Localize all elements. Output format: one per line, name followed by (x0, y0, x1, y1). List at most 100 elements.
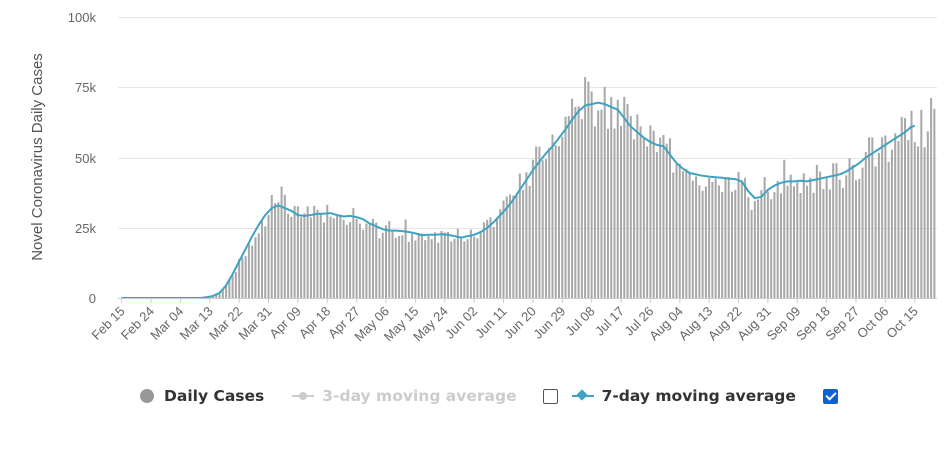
daily-cases-bar (629, 115, 632, 299)
daily-cases-bar (616, 99, 619, 298)
daily-cases-bar (538, 146, 541, 298)
daily-cases-bar (884, 135, 887, 298)
daily-cases-bar (499, 209, 502, 298)
daily-cases-bar (639, 126, 642, 298)
daily-cases-bar (773, 192, 776, 298)
daily-cases-bar (593, 126, 596, 298)
daily-cases-bar (610, 97, 613, 298)
daily-cases-bar (766, 191, 769, 298)
daily-cases-bar (306, 206, 309, 298)
daily-cases-bar (349, 221, 352, 298)
daily-cases-bar (267, 215, 270, 298)
daily-cases-bar (427, 235, 430, 298)
daily-cases-bar (440, 230, 443, 298)
daily-cases-bar (509, 194, 512, 298)
daily-cases-bar (561, 136, 564, 298)
x-tick-label: Jun 02 (442, 304, 480, 342)
daily-cases-bar (917, 146, 920, 298)
legend-seven-day-average[interactable]: 7-day moving average (571, 387, 796, 405)
daily-cases-bar (841, 187, 844, 298)
x-tick-label: Jun 20 (501, 304, 539, 342)
daily-cases-bar (636, 114, 639, 298)
daily-cases-bar (682, 171, 685, 298)
daily-cases-bar (469, 229, 472, 298)
daily-cases-bar (518, 173, 521, 298)
daily-cases-bar (874, 166, 877, 298)
daily-cases-bar (476, 238, 479, 298)
daily-cases-bar (564, 116, 567, 298)
daily-cases-bar (695, 176, 698, 298)
daily-cases-bar (668, 138, 671, 298)
daily-cases-bar (838, 179, 841, 298)
daily-cases-bar (848, 158, 851, 298)
daily-cases-bar (342, 219, 345, 298)
daily-cases-bar (466, 239, 469, 298)
daily-cases-bar (721, 191, 724, 298)
daily-cases-bar (322, 222, 326, 298)
legend: Daily Cases 3-day moving average 7-day m… (140, 382, 838, 410)
x-tick-label: Jul 17 (592, 304, 627, 339)
daily-cases-bar (783, 159, 786, 298)
daily-cases-bar (247, 243, 250, 298)
daily-cases-bar (584, 77, 587, 298)
daily-cases-bar (580, 119, 583, 298)
daily-cases-bar (770, 199, 773, 298)
daily-cases-bar (541, 160, 544, 298)
daily-cases-bar (544, 159, 547, 298)
daily-cases-bar (633, 139, 636, 298)
daily-cases-bar (825, 177, 828, 298)
daily-cases-bar (456, 228, 459, 298)
y-axis-title: Novel Coronavirus Daily Cases (29, 53, 46, 261)
daily-cases-bar (345, 224, 348, 298)
daily-cases-bar (662, 135, 665, 298)
daily-cases-bar (270, 195, 273, 298)
daily-cases-bar (793, 186, 796, 298)
daily-cases-bar (401, 235, 404, 298)
seven-day-average-marker-icon (571, 389, 594, 403)
legend-daily-cases[interactable]: Daily Cases (140, 387, 264, 405)
daily-cases-bar (724, 177, 727, 298)
daily-cases-bar (659, 137, 662, 298)
daily-cases-bar (280, 186, 283, 298)
daily-cases-bar (450, 241, 453, 298)
daily-cases-bar (877, 153, 880, 298)
seven-day-average-checkbox[interactable] (822, 388, 838, 404)
daily-cases-bar (678, 163, 681, 298)
daily-cases-bar (701, 190, 704, 298)
daily-cases-bar (479, 230, 482, 298)
daily-cases-bar (861, 167, 864, 298)
daily-cases-bar (789, 174, 792, 298)
x-tick-label: Apr 09 (266, 304, 304, 342)
daily-cases-bar (750, 209, 753, 298)
y-tick-label: 100k (68, 10, 97, 25)
daily-cases-bar (512, 195, 515, 298)
daily-cases-bar (495, 217, 498, 298)
daily-cases-bar (332, 218, 335, 298)
daily-cases-bar (352, 208, 355, 298)
daily-cases-bar (417, 232, 420, 298)
daily-cases-bar (688, 172, 691, 298)
daily-cases-bar (913, 142, 916, 298)
daily-cases-bar (548, 148, 551, 298)
daily-cases-bar (234, 272, 237, 298)
daily-cases-bar (287, 213, 290, 298)
x-tick-label: Oct 15 (883, 304, 921, 342)
daily-cases-bar (443, 232, 446, 298)
daily-cases-bar (652, 130, 655, 298)
legend-three-day-average[interactable]: 3-day moving average (292, 387, 517, 405)
daily-cases-bar (381, 232, 384, 298)
daily-cases-bar (655, 152, 658, 298)
legend-three-day-average-label: 3-day moving average (322, 387, 517, 405)
daily-cases-bar (858, 178, 861, 298)
daily-cases-bar (757, 199, 760, 298)
x-tick-label: Sep 27 (822, 304, 862, 344)
daily-cases-bar (525, 172, 528, 298)
daily-cases-bar (855, 180, 858, 298)
three-day-average-checkbox[interactable] (542, 388, 558, 404)
daily-cases-bar (388, 221, 391, 298)
daily-cases-bar (646, 146, 649, 298)
daily-cases-bar (649, 125, 652, 298)
daily-cases-bar (753, 201, 756, 298)
daily-cases-bar (300, 217, 303, 298)
daily-cases-bar (567, 116, 570, 298)
